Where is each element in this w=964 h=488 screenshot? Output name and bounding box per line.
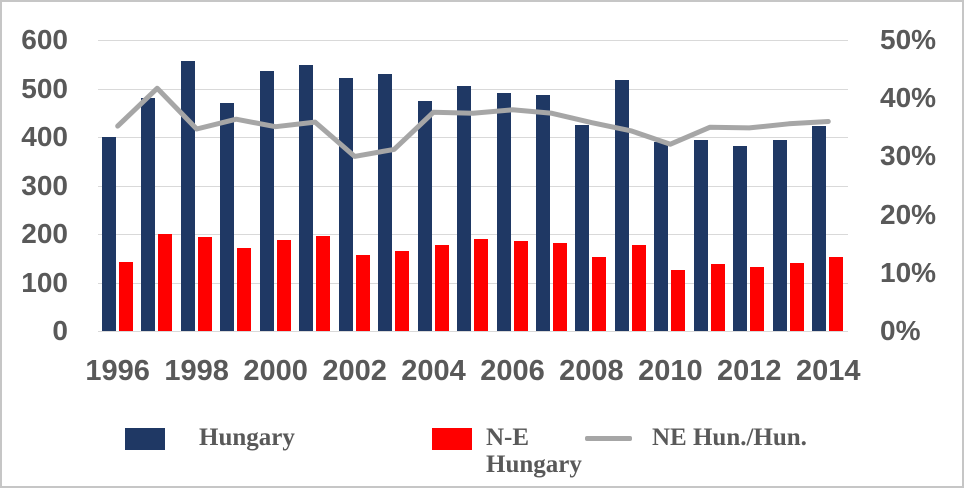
x-axis-label-1998: 1998 — [164, 355, 229, 387]
gridline-100 — [98, 282, 848, 284]
bar-hungary-2012 — [733, 146, 748, 331]
ratio-line — [115, 85, 831, 159]
bar-hungary-2010 — [654, 141, 669, 331]
right-axis-label-50: 50% — [880, 24, 937, 55]
bar-hungary-2001 — [299, 64, 314, 331]
gridline-500 — [98, 88, 848, 90]
bar-ne-hungary-2003 — [395, 251, 410, 331]
legend-label-ratio: NE Hun./Hun. — [652, 424, 807, 451]
x-axis-label-2004: 2004 — [401, 355, 466, 387]
bar-hungary-1997 — [141, 98, 156, 331]
bar-ne-hungary-2000 — [276, 239, 291, 331]
bar-hungary-2008 — [575, 124, 590, 331]
bar-ne-hungary-2002 — [355, 255, 370, 331]
x-axis-label-2008: 2008 — [559, 355, 624, 387]
bar-hungary-2006 — [496, 93, 511, 331]
bar-ne-hungary-2001 — [316, 235, 331, 331]
right-axis-label-0: 0% — [880, 315, 921, 346]
bar-hungary-2002 — [338, 78, 353, 331]
gridline-300 — [98, 185, 848, 187]
bar-ne-hungary-1999 — [237, 248, 252, 331]
bar-hungary-2013 — [772, 140, 787, 331]
bar-hungary-2011 — [693, 140, 708, 331]
x-axis-label-2014: 2014 — [796, 355, 861, 387]
gridline-400 — [98, 137, 848, 138]
y-axis-label-600: 600 — [21, 24, 68, 55]
bar-hungary-1998 — [180, 61, 195, 331]
bar-hungary-2000 — [259, 71, 274, 331]
y-axis-label-0: 0 — [52, 315, 68, 346]
y-axis-label-500: 500 — [21, 72, 68, 104]
bar-ne-hungary-2007 — [552, 242, 567, 331]
bar-hungary-2007 — [535, 94, 550, 331]
bar-ne-hungary-2004 — [434, 244, 449, 331]
bar-ne-hungary-2009 — [631, 244, 646, 331]
bar-ne-hungary-2011 — [710, 264, 725, 331]
legend-label-ne-hungary: N-E Hungary — [486, 424, 582, 478]
bar-ne-hungary-2005 — [474, 239, 488, 331]
bar-ne-hungary-2013 — [789, 263, 804, 331]
bar-hungary-2005 — [457, 85, 471, 331]
right-axis-label-10: 10% — [880, 256, 937, 288]
legend-line-swatch-ratio — [585, 436, 632, 441]
right-axis-label-30: 30% — [880, 140, 937, 172]
bar-hungary-2014 — [812, 125, 827, 331]
x-axis-label-2010: 2010 — [638, 355, 703, 387]
bar-ne-hungary-2010 — [671, 270, 686, 331]
bar-hungary-1996 — [101, 137, 116, 331]
x-axis-label-2006: 2006 — [480, 355, 545, 387]
bar-hungary-1999 — [220, 103, 235, 331]
bar-ne-hungary-1997 — [158, 234, 173, 331]
y-axis-label-100: 100 — [21, 266, 68, 298]
y-axis-label-300: 300 — [21, 169, 68, 201]
x-axis-label-2002: 2002 — [322, 355, 387, 387]
bar-ne-hungary-2006 — [513, 240, 528, 331]
x-axis-label-2012: 2012 — [717, 355, 782, 387]
x-axis-label-1996: 1996 — [85, 355, 150, 387]
legend-swatch-hungary — [125, 428, 165, 450]
bar-ne-hungary-1996 — [118, 262, 133, 331]
gridline-600 — [98, 40, 848, 41]
gridline-200 — [98, 234, 848, 235]
bar-ne-hungary-2014 — [829, 257, 844, 331]
bar-hungary-2009 — [614, 79, 629, 331]
legend-swatch-ne-hungary — [432, 428, 472, 450]
x-axis-label-2000: 2000 — [243, 355, 308, 387]
y-axis-label-400: 400 — [21, 121, 68, 152]
bar-hungary-2004 — [417, 100, 432, 331]
legend-label-hungary: Hungary — [199, 424, 295, 451]
bar-hungary-2003 — [378, 74, 393, 331]
right-axis-label-40: 40% — [880, 82, 937, 114]
right-axis-label-20: 20% — [880, 198, 937, 230]
bar-ne-hungary-2008 — [592, 257, 607, 331]
gridline-0 — [98, 331, 848, 332]
bar-ne-hungary-2012 — [750, 266, 765, 331]
bar-ne-hungary-1998 — [197, 237, 212, 331]
y-axis-label-200: 200 — [21, 218, 68, 249]
